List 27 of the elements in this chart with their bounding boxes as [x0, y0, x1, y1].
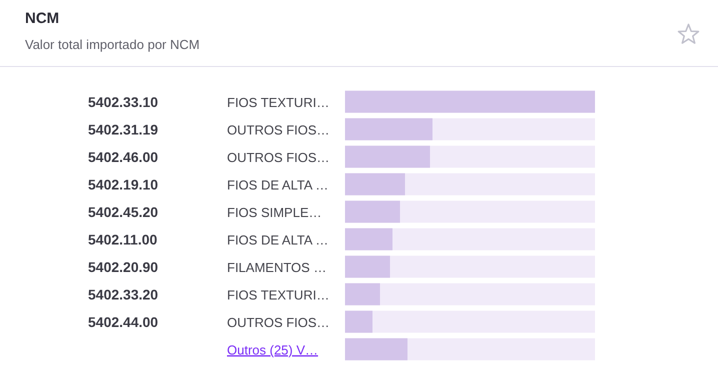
- y-tick-label: 5402.46.00: [88, 148, 158, 165]
- y2-tick-label: FIOS SIMPLE…: [227, 204, 322, 220]
- y2-tick-label: Outros (25) V…: [227, 342, 318, 358]
- text: NCM: [25, 10, 60, 27]
- y-tick-label: 5402.11.00: [88, 231, 158, 248]
- bar: [345, 173, 405, 196]
- y2-tick-label: FIOS TEXTURI…: [227, 94, 330, 110]
- y-tick-label: 5402.19.10: [88, 176, 158, 192]
- bar: [345, 200, 400, 223]
- text: Valor total importado por NCM: [25, 37, 200, 52]
- y2-tick-label: FIOS DE ALTA …: [227, 232, 328, 248]
- bar: [345, 228, 392, 250]
- bar: [345, 283, 380, 306]
- y-tick-label: 5402.33.10: [88, 94, 158, 110]
- y-tick-label: 5402.31.19: [88, 121, 158, 138]
- y2-tick-label: FIOS TEXTURI…: [227, 287, 330, 302]
- bar: [345, 256, 390, 278]
- y-tick-label: 5402.45.20: [88, 204, 158, 220]
- y2-tick-label: OUTROS FIOS…: [227, 314, 330, 330]
- y2-tick-label: OUTROS FIOS…: [227, 122, 330, 138]
- y-tick-label: 5402.44.00: [88, 314, 158, 330]
- bar: [345, 310, 372, 333]
- y-tick-label: 5402.33.20: [88, 286, 158, 302]
- y-tick-label: 5402.20.90: [88, 258, 158, 275]
- y2-tick-label: FIOS DE ALTA …: [227, 177, 328, 192]
- y2-tick-label: OUTROS FIOS…: [227, 150, 330, 165]
- y2-tick-label: FILAMENTOS …: [227, 260, 326, 275]
